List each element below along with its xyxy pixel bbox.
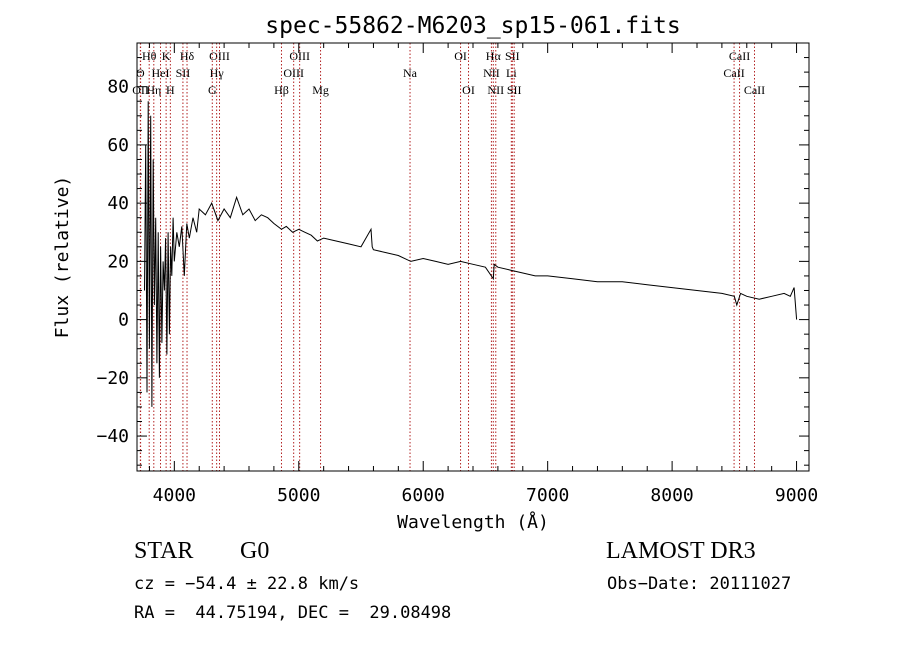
x-tick-label: 4000 [153,485,196,506]
y-tick-label: −20 [96,368,129,389]
line-label: G [208,83,217,97]
line-label: OI [454,49,467,63]
line-label: Li [506,66,517,80]
line-label: Mg [312,83,329,97]
object-class: STAR [134,538,194,564]
line-label: K [162,49,171,63]
line-label: OI [462,83,475,97]
chart-title: spec-55862-M6203_sp15-061.fits [265,13,680,39]
line-label: OIII [283,66,304,80]
line-label: O [136,66,145,80]
x-tick-label: 5000 [277,485,320,506]
line-label: CaII [723,66,744,80]
line-label: SII [505,49,520,63]
line-label: NII [483,66,500,80]
y-tick-label: 80 [107,77,129,98]
x-tick-label: 7000 [526,485,569,506]
observation-date: Obs−Date: 20111027 [607,574,792,594]
line-label: Hβ [274,83,289,97]
plot-frame [136,42,810,472]
line-label: Hδ [180,49,195,63]
redshift-velocity: cz = −54.4 ± 22.8 km/s [134,574,360,594]
line-label: Na [403,66,418,80]
survey-label: LAMOST DR3 [606,538,756,564]
x-tick-label: 6000 [402,485,445,506]
line-label: SII [507,83,522,97]
x-tick-label: 9000 [775,485,818,506]
y-tick-label: −40 [96,426,129,447]
coordinates: RA = 44.75194, DEC = 29.08498 [134,603,452,623]
y-tick-label: 60 [107,135,129,156]
line-label: NII [487,83,504,97]
line-label: Hθ [142,49,157,63]
line-label: OIII [289,49,310,63]
object-subclass: G0 [240,538,270,564]
y-tick-label: 20 [107,251,129,272]
line-label: Hγ [210,66,225,80]
line-label: Hα [486,49,502,63]
y-axis-label: Flux (relative) [52,176,73,339]
line-label: CaII [744,83,765,97]
x-axis-label: Wavelength (Å) [397,511,549,533]
spectrum-line [144,101,798,407]
line-label: CaII [729,49,750,63]
line-label: OIII [209,49,230,63]
line-label: HeI [152,66,170,80]
y-tick-label: 40 [107,193,129,214]
line-label: H [166,83,175,97]
line-label: SII [176,66,191,80]
x-tick-label: 8000 [650,485,693,506]
line-label: Hη [146,83,161,97]
y-tick-label: 0 [118,310,129,331]
